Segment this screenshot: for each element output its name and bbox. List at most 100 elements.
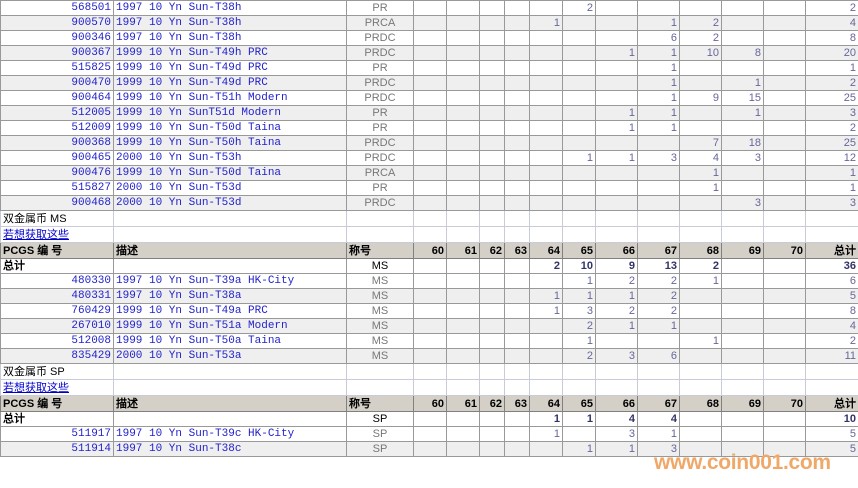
cell-pcgs-number[interactable]: 267010 xyxy=(0,318,114,334)
header-grade-67[interactable]: 67 xyxy=(637,242,680,259)
cell-pcgs-number[interactable]: 900367 xyxy=(0,45,114,61)
table-row[interactable]: 900476 1999 10 Yn Sun-T50d Taina PRCA 1 1 xyxy=(0,165,858,181)
header-pcgs-number[interactable]: PCGS 编 号 xyxy=(0,395,114,412)
header-pcgs-number[interactable]: PCGS 编 号 xyxy=(0,242,114,259)
header-grade-69[interactable]: 69 xyxy=(721,395,764,412)
cell-pcgs-number[interactable]: 568501 xyxy=(0,0,114,16)
cell-pcgs-number[interactable]: 512005 xyxy=(0,105,114,121)
header-grade-64[interactable]: 64 xyxy=(529,242,563,259)
cell-description[interactable]: 1997 10 Yn Sun-T38h xyxy=(113,15,347,31)
table-row[interactable]: 480330 1997 10 Yn Sun-T39a HK-City MS 1 2 2 1 6 xyxy=(0,273,858,289)
table-row[interactable]: 900367 1999 10 Yn Sun-T49h PRC PRDC 1 1 10 8 20 xyxy=(0,45,858,61)
cell-description[interactable]: 1999 10 Yn Sun-T49d PRC xyxy=(113,60,347,76)
cell-description[interactable]: 1999 10 Yn Sun-T50d Taina xyxy=(113,120,347,136)
table-row[interactable]: 900368 1999 10 Yn Sun-T50h Taina PRDC 7 18 25 xyxy=(0,135,858,151)
cell-pcgs-number[interactable]: 900464 xyxy=(0,90,114,106)
header-description[interactable]: 描述 xyxy=(113,395,347,412)
cell-pcgs-number[interactable]: 900468 xyxy=(0,195,114,211)
cell-description[interactable]: 1997 10 Yn Sun-T38c xyxy=(113,441,347,457)
cell-description[interactable]: 1999 10 Yn Sun-T49d PRC xyxy=(113,75,347,91)
cell-pcgs-number[interactable]: 515827 xyxy=(0,180,114,196)
header-grade-62[interactable]: 62 xyxy=(479,395,505,412)
header-grade-60[interactable]: 60 xyxy=(413,395,447,412)
cell-pcgs-number[interactable]: 512008 xyxy=(0,333,114,349)
cell-pcgs-number[interactable]: 480330 xyxy=(0,273,114,289)
cell-description[interactable]: 1999 10 Yn Sun-T50a Taina xyxy=(113,333,347,349)
header-grade-60[interactable]: 60 xyxy=(413,242,447,259)
cell-pcgs-number[interactable]: 900570 xyxy=(0,15,114,31)
table-row[interactable]: 512008 1999 10 Yn Sun-T50a Taina MS 1 1 2 xyxy=(0,333,858,349)
header-grade-62[interactable]: 62 xyxy=(479,242,505,259)
table-row[interactable]: 512009 1999 10 Yn Sun-T50d Taina PR 1 1 2 xyxy=(0,120,858,136)
header-total[interactable]: 总计 xyxy=(805,395,858,412)
header-grade-70[interactable]: 70 xyxy=(763,242,806,259)
header-grade-69[interactable]: 69 xyxy=(721,242,764,259)
cell-description[interactable]: 1997 10 Yn Sun-T39a HK-City xyxy=(113,273,347,289)
cell-pcgs-number[interactable]: 511914 xyxy=(0,441,114,457)
cell-pcgs-number[interactable]: 900368 xyxy=(0,135,114,151)
cell-pcgs-number[interactable]: 900476 xyxy=(0,165,114,181)
cell-pcgs-number[interactable]: 511917 xyxy=(0,426,114,442)
cell-description[interactable]: 1997 10 Yn Sun-T38h xyxy=(113,0,347,16)
table-row[interactable]: 267010 1999 10 Yn Sun-T51a Modern MS 2 1 1 4 xyxy=(0,318,858,334)
cell-pcgs-number[interactable]: 900465 xyxy=(0,150,114,166)
cell-pcgs-number[interactable]: 835429 xyxy=(0,348,114,364)
table-row[interactable]: 515827 2000 10 Yn Sun-T53d PR 1 1 xyxy=(0,180,858,196)
header-description[interactable]: 描述 xyxy=(113,242,347,259)
table-row[interactable]: 568501 1997 10 Yn Sun-T38h PR 2 2 xyxy=(0,0,858,16)
header-grade-64[interactable]: 64 xyxy=(529,395,563,412)
cell-description[interactable]: 1997 10 Yn Sun-T38h xyxy=(113,30,347,46)
header-grade-65[interactable]: 65 xyxy=(562,395,596,412)
table-row[interactable]: 900465 2000 10 Yn Sun-T53h PRDC 1 1 3 4 3 12 xyxy=(0,150,858,166)
header-grade-63[interactable]: 63 xyxy=(504,242,530,259)
more-info-link[interactable]: 若想获取这些 xyxy=(0,226,114,243)
more-info-link[interactable]: 若想获取这些 xyxy=(0,379,114,396)
header-grade-66[interactable]: 66 xyxy=(595,395,638,412)
cell-description[interactable]: 1999 10 Yn Sun-T51h Modern xyxy=(113,90,347,106)
table-row[interactable]: 515825 1999 10 Yn Sun-T49d PRC PR 1 1 xyxy=(0,60,858,76)
cell-description[interactable]: 2000 10 Yn Sun-T53a xyxy=(113,348,347,364)
table-row[interactable]: 900346 1997 10 Yn Sun-T38h PRDC 6 2 8 xyxy=(0,30,858,46)
cell-description[interactable]: 1997 10 Yn Sun-T39c HK-City xyxy=(113,426,347,442)
more-info-link-row[interactable]: 若想获取这些 xyxy=(0,379,858,396)
cell-description[interactable]: 2000 10 Yn Sun-T53h xyxy=(113,150,347,166)
cell-description[interactable]: 1999 10 Yn SunT51d Modern xyxy=(113,105,347,121)
header-grade-61[interactable]: 61 xyxy=(446,242,480,259)
cell-pcgs-number[interactable]: 512009 xyxy=(0,120,114,136)
header-grade-61[interactable]: 61 xyxy=(446,395,480,412)
cell-description[interactable]: 2000 10 Yn Sun-T53d xyxy=(113,195,347,211)
more-info-link-row[interactable]: 若想获取这些 xyxy=(0,226,858,243)
table-row[interactable]: 835429 2000 10 Yn Sun-T53a MS 2 3 6 11 xyxy=(0,348,858,364)
table-row[interactable]: 511917 1997 10 Yn Sun-T39c HK-City SP 1 3 1 5 xyxy=(0,426,858,442)
table-row[interactable]: 900470 1999 10 Yn Sun-T49d PRC PRDC 1 1 2 xyxy=(0,75,858,91)
header-grade-67[interactable]: 67 xyxy=(637,395,680,412)
cell-pcgs-number[interactable]: 900470 xyxy=(0,75,114,91)
table-row[interactable]: 760429 1999 10 Yn Sun-T49a PRC MS 1 3 2 2 8 xyxy=(0,303,858,319)
cell-description[interactable]: 2000 10 Yn Sun-T53d xyxy=(113,180,347,196)
more-info-link-text[interactable]: 若想获取这些 xyxy=(3,228,69,241)
header-grade-70[interactable]: 70 xyxy=(763,395,806,412)
cell-description[interactable]: 1999 10 Yn Sun-T50d Taina xyxy=(113,165,347,181)
cell-description[interactable]: 1999 10 Yn Sun-T50h Taina xyxy=(113,135,347,151)
table-row[interactable]: 480331 1997 10 Yn Sun-T38a MS 1 1 1 2 5 xyxy=(0,288,858,304)
more-info-link-text[interactable]: 若想获取这些 xyxy=(3,381,69,394)
table-row[interactable]: 511914 1997 10 Yn Sun-T38c SP 1 1 3 5 xyxy=(0,441,858,457)
cell-pcgs-number[interactable]: 515825 xyxy=(0,60,114,76)
table-row[interactable]: 900464 1999 10 Yn Sun-T51h Modern PRDC 1 9 15… xyxy=(0,90,858,106)
cell-pcgs-number[interactable]: 760429 xyxy=(0,303,114,319)
header-designation[interactable]: 称号 xyxy=(346,242,414,259)
header-total[interactable]: 总计 xyxy=(805,242,858,259)
header-designation[interactable]: 称号 xyxy=(346,395,414,412)
table-row[interactable]: 512005 1999 10 Yn SunT51d Modern PR 1 1 1 3 xyxy=(0,105,858,121)
header-grade-68[interactable]: 68 xyxy=(679,395,722,412)
table-row[interactable]: 900468 2000 10 Yn Sun-T53d PRDC 3 3 xyxy=(0,195,858,211)
cell-description[interactable]: 1999 10 Yn Sun-T51a Modern xyxy=(113,318,347,334)
header-grade-68[interactable]: 68 xyxy=(679,242,722,259)
cell-pcgs-number[interactable]: 480331 xyxy=(0,288,114,304)
cell-description[interactable]: 1997 10 Yn Sun-T38a xyxy=(113,288,347,304)
table-row[interactable]: 900570 1997 10 Yn Sun-T38h PRCA 1 1 2 4 xyxy=(0,15,858,31)
header-grade-63[interactable]: 63 xyxy=(504,395,530,412)
cell-pcgs-number[interactable]: 900346 xyxy=(0,30,114,46)
header-grade-66[interactable]: 66 xyxy=(595,242,638,259)
cell-description[interactable]: 1999 10 Yn Sun-T49a PRC xyxy=(113,303,347,319)
